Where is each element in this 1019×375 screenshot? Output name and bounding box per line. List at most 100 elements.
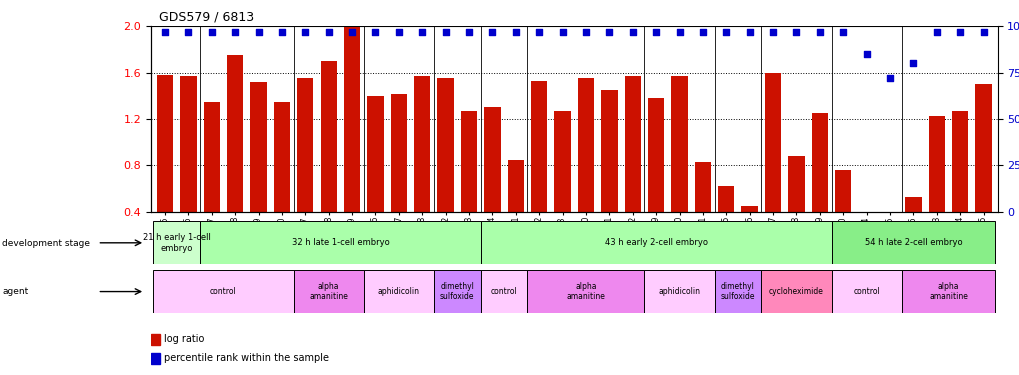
Bar [811, 113, 827, 212]
Point [835, 29, 851, 35]
Point [671, 29, 687, 35]
Text: 21 h early 1-cell
embryo: 21 h early 1-cell embryo [143, 233, 210, 252]
Point [250, 29, 266, 35]
Bar [951, 111, 967, 212]
Point [414, 29, 430, 35]
Text: 54 h late 2-cell embryo: 54 h late 2-cell embryo [864, 238, 961, 248]
Bar [527, 270, 644, 313]
Point [881, 75, 898, 81]
Point [927, 29, 944, 35]
Point [273, 29, 289, 35]
Bar [293, 270, 364, 313]
Text: control: control [210, 287, 236, 296]
Bar [717, 186, 734, 212]
Bar [714, 270, 760, 313]
Point [694, 29, 710, 35]
Point [461, 29, 477, 35]
Point [764, 29, 781, 35]
Point [437, 29, 453, 35]
Bar [507, 160, 524, 212]
Text: agent: agent [2, 287, 29, 296]
Bar [480, 270, 527, 313]
Point [974, 29, 990, 35]
Point [904, 60, 920, 66]
Bar [484, 108, 500, 212]
Text: control: control [490, 287, 517, 296]
Bar [600, 90, 616, 212]
Point [600, 29, 616, 35]
Point [484, 29, 500, 35]
Text: aphidicolin: aphidicolin [658, 287, 700, 296]
Bar [461, 111, 477, 212]
Text: alpha
amanitine: alpha amanitine [928, 282, 967, 301]
Point [577, 29, 593, 35]
Point [741, 29, 757, 35]
Bar [297, 78, 313, 212]
Bar [480, 221, 830, 264]
Bar [151, 352, 160, 364]
Text: control: control [852, 287, 879, 296]
Point [227, 29, 244, 35]
Point [204, 29, 220, 35]
Point [788, 29, 804, 35]
Bar [901, 270, 995, 313]
Bar [830, 221, 995, 264]
Bar [364, 270, 433, 313]
Point [858, 51, 874, 57]
Point [320, 29, 336, 35]
Bar [227, 55, 244, 212]
Bar [437, 78, 453, 212]
Point [811, 29, 827, 35]
Text: dimethyl
sulfoxide: dimethyl sulfoxide [439, 282, 474, 301]
Point [297, 29, 313, 35]
Point [507, 29, 524, 35]
Bar [320, 61, 336, 212]
Bar [433, 270, 480, 313]
Bar [671, 76, 687, 212]
Point [367, 29, 383, 35]
Bar [927, 116, 944, 212]
Point [624, 29, 640, 35]
Text: cycloheximide: cycloheximide [768, 287, 823, 296]
Bar [390, 93, 407, 212]
Bar [157, 75, 173, 212]
Bar [250, 82, 266, 212]
Bar [153, 221, 200, 264]
Bar [343, 27, 360, 212]
Bar [881, 212, 898, 235]
Point [951, 29, 967, 35]
Point [343, 29, 360, 35]
Bar [830, 270, 901, 313]
Point [531, 29, 547, 35]
Text: alpha
amanitine: alpha amanitine [566, 282, 605, 301]
Text: 32 h late 1-cell embryo: 32 h late 1-cell embryo [291, 238, 389, 248]
Bar [858, 212, 874, 247]
Bar [151, 334, 160, 345]
Bar [644, 270, 714, 313]
Bar [577, 78, 593, 212]
Point [647, 29, 663, 35]
Bar [788, 156, 804, 212]
Text: alpha
amanitine: alpha amanitine [309, 282, 347, 301]
Point [157, 29, 173, 35]
Bar [647, 98, 663, 212]
Bar [760, 270, 830, 313]
Bar [367, 96, 383, 212]
Bar [904, 197, 920, 212]
Bar [200, 221, 480, 264]
Point [717, 29, 734, 35]
Bar [531, 81, 547, 212]
Text: GDS579 / 6813: GDS579 / 6813 [159, 11, 255, 24]
Point [390, 29, 407, 35]
Text: 43 h early 2-cell embryo: 43 h early 2-cell embryo [604, 238, 707, 248]
Bar [180, 76, 197, 212]
Bar [273, 102, 289, 212]
Bar [204, 102, 220, 212]
Bar [414, 76, 430, 212]
Text: dimethyl
sulfoxide: dimethyl sulfoxide [720, 282, 754, 301]
Bar [153, 270, 293, 313]
Text: log ratio: log ratio [163, 334, 204, 344]
Bar [764, 73, 781, 212]
Text: aphidicolin: aphidicolin [377, 287, 420, 296]
Point [180, 29, 197, 35]
